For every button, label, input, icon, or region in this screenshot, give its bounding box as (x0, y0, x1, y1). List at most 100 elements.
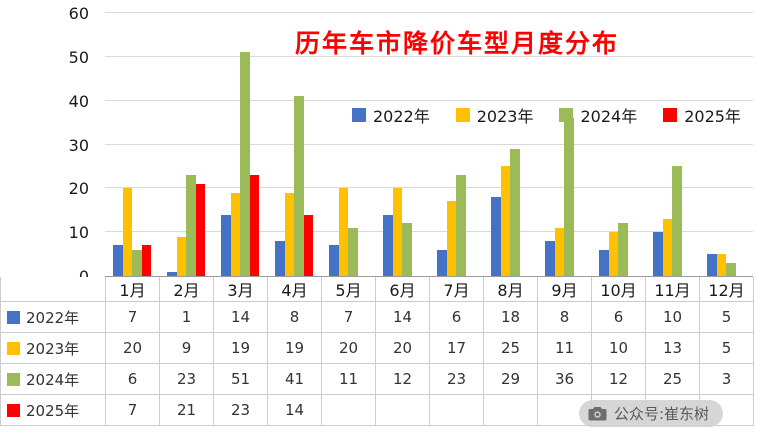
table-value-2024年-8月: 29 (484, 364, 538, 395)
legend-swatch (455, 108, 470, 122)
table-value-2024年-6月: 12 (376, 364, 430, 395)
watermark-badge: 公众号:崔东树 (578, 400, 723, 427)
table-value-2023年-1月: 20 (106, 333, 160, 364)
bar-2024年-8月 (510, 148, 520, 276)
table-value-2025年-2月: 21 (160, 395, 214, 426)
y-axis-tick-label: 40 (68, 91, 89, 111)
table-value-2022年-12月: 5 (700, 302, 754, 333)
bar-2025年-3月 (249, 175, 259, 276)
row-swatch (7, 341, 20, 355)
x-axis-label: 2月 (160, 277, 214, 302)
gridline (105, 187, 753, 189)
row-swatch (7, 372, 20, 386)
table-value-2022年-5月: 7 (322, 302, 376, 333)
x-axis-label: 11月 (646, 277, 700, 302)
x-axis-label: 9月 (538, 277, 592, 302)
bar-2023年-8月 (500, 166, 510, 276)
bar-2024年-5月 (348, 227, 358, 276)
bar-2022年-4月 (275, 240, 285, 276)
table-value-2024年-7月: 23 (430, 364, 484, 395)
bar-2022年-7月 (437, 249, 447, 276)
bar-2024年-7月 (456, 175, 466, 276)
legend-item-2022年: 2022年 (352, 103, 430, 127)
table-value-2022年-1月: 7 (106, 302, 160, 333)
bar-2023年-11月 (662, 219, 672, 276)
x-axis-label: 10月 (592, 277, 646, 302)
y-axis-tick-label: 30 (68, 135, 89, 155)
y-axis-tick-label: 10 (68, 223, 89, 243)
legend-item-2024年: 2024年 (559, 103, 637, 127)
y-axis-tick-label: 50 (68, 47, 89, 67)
legend-label: 2025年 (684, 107, 741, 126)
table-value-2023年-2月: 9 (160, 333, 214, 364)
x-axis-label: 12月 (700, 277, 754, 302)
table-value-2025年-7月 (430, 395, 484, 426)
bar-2024年-9月 (564, 118, 574, 276)
bar-2025年-4月 (303, 214, 313, 276)
table-value-2023年-4月: 19 (268, 333, 322, 364)
x-axis-label: 1月 (106, 277, 160, 302)
table-value-2024年-2月: 23 (160, 364, 214, 395)
bar-2022年-9月 (545, 240, 555, 276)
bar-2024年-11月 (672, 166, 682, 276)
bar-2022年-8月 (491, 197, 501, 276)
watermark-text: 公众号:崔东树 (613, 405, 709, 423)
row-label: 2023年 (26, 339, 80, 358)
row-label: 2025年 (26, 401, 80, 420)
table-value-2023年-9月: 11 (538, 333, 592, 364)
table-value-2022年-8月: 18 (484, 302, 538, 333)
gridline (105, 143, 753, 145)
bar-2022年-12月 (707, 254, 717, 276)
table-corner-cell (1, 277, 106, 302)
data-table: 1月 2月 3月 4月 5月 6月 7月 8月 9月 10月 11月 12月 2022年 7 1 14 8 7 14… (0, 277, 754, 426)
x-axis-label: 8月 (484, 277, 538, 302)
legend-label: 2024年 (580, 107, 638, 126)
table-value-2025年-8月 (484, 395, 538, 426)
table-value-2022年-6月: 14 (376, 302, 430, 333)
table-value-2022年-4月: 8 (268, 302, 322, 333)
table-value-2023年-7月: 17 (430, 333, 484, 364)
gridline (105, 231, 753, 233)
table-value-2023年-8月: 25 (484, 333, 538, 364)
bar-2023年-12月 (716, 254, 726, 276)
table-value-2024年-12月: 3 (700, 364, 754, 395)
bar-2024年-12月 (726, 262, 736, 276)
legend-item-2025年: 2025年 (663, 103, 741, 127)
x-axis-label: 6月 (376, 277, 430, 302)
table-value-2025年-6月 (376, 395, 430, 426)
bar-2022年-3月 (221, 214, 231, 276)
table-row-label-2023年: 2023年 (1, 333, 106, 364)
bar-2023年-4月 (284, 192, 294, 276)
bar-2023年-6月 (392, 188, 402, 276)
row-swatch (7, 310, 20, 324)
table-value-2025年-3月: 23 (214, 395, 268, 426)
legend-swatch (559, 108, 574, 122)
table-value-2024年-10月: 12 (592, 364, 646, 395)
bar-2025年-1月 (141, 245, 151, 276)
table-value-2022年-7月: 6 (430, 302, 484, 333)
table-value-2022年-2月: 1 (160, 302, 214, 333)
bar-2024年-1月 (132, 249, 142, 276)
table-value-2023年-3月: 19 (214, 333, 268, 364)
row-label: 2022年 (26, 308, 80, 327)
bar-2022年-11月 (653, 232, 663, 276)
gridline (105, 99, 753, 101)
bar-2022年-6月 (383, 214, 393, 276)
table-value-2022年-9月: 8 (538, 302, 592, 333)
bar-2024年-2月 (186, 175, 196, 276)
x-axis-label: 5月 (322, 277, 376, 302)
table-value-2025年-4月: 14 (268, 395, 322, 426)
bar-2024年-6月 (402, 223, 412, 276)
legend: 2022年 2023年 2024年 2025年 (352, 103, 741, 127)
legend-swatch (352, 108, 366, 122)
x-axis-label: 3月 (214, 277, 268, 302)
bar-2023年-3月 (230, 192, 240, 276)
bar-2022年-10月 (599, 249, 609, 276)
x-axis-label: 4月 (268, 277, 322, 302)
bar-2024年-4月 (294, 96, 304, 276)
table-row-label-2024年: 2024年 (1, 364, 106, 395)
gridline (105, 55, 753, 57)
plot-area (105, 12, 753, 277)
y-axis: 0 10 20 30 40 50 60 (0, 5, 97, 286)
